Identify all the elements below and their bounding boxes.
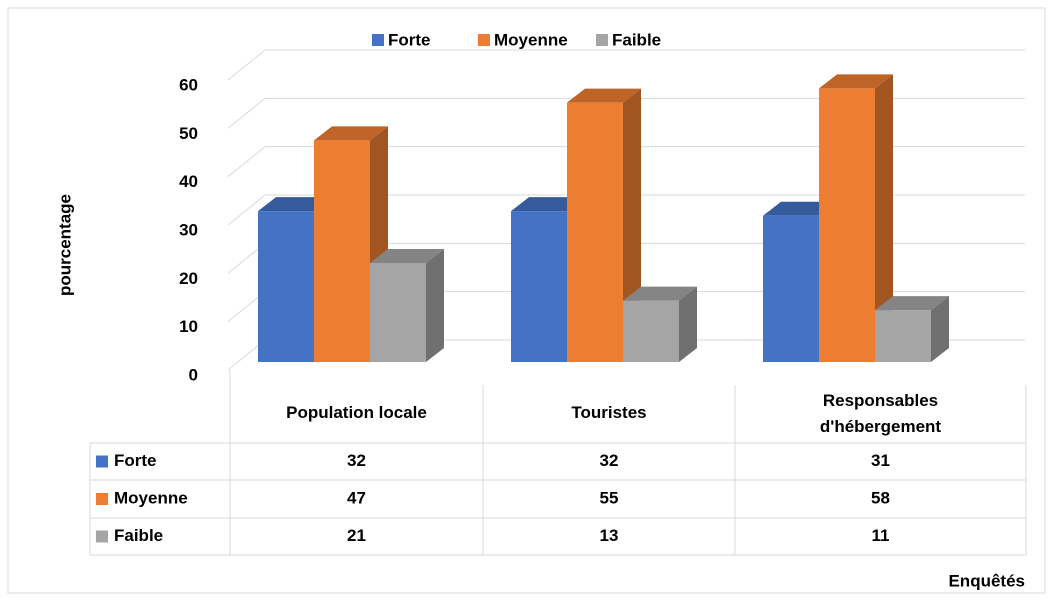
bar (875, 296, 949, 362)
bar-front (875, 310, 931, 362)
bar-front (819, 88, 875, 362)
bar-top (875, 296, 949, 311)
bar-front (370, 262, 426, 362)
table-value: 31 (871, 451, 890, 470)
legend-swatch (478, 34, 490, 46)
legend-label: Moyenne (494, 30, 568, 49)
x-axis-title: Enquêtés (948, 571, 1025, 590)
bar-front (258, 211, 314, 362)
grid-line (227, 146, 1025, 178)
row-header: Forte (114, 451, 157, 470)
y-tick-label: 50 (179, 124, 198, 143)
bar-front (623, 300, 679, 362)
row-header: Moyenne (114, 488, 188, 507)
bar (567, 88, 641, 362)
table-value: 11 (872, 526, 890, 545)
chart-border (7, 7, 1046, 594)
table-value: 21 (347, 526, 366, 545)
table-value: 55 (600, 488, 619, 507)
bar-top (623, 286, 697, 301)
x-tick-label: Responsables d'hébergement (819, 391, 942, 436)
bar (370, 248, 444, 362)
bar-top (258, 197, 332, 212)
legend-label: Faible (612, 30, 661, 49)
table-value: 58 (871, 488, 890, 507)
bar-front (314, 140, 370, 362)
y-tick-label: 20 (179, 269, 198, 288)
bar-side (426, 248, 444, 362)
bar-top (370, 248, 444, 263)
bar-top (511, 197, 585, 212)
legend-swatch (372, 34, 384, 46)
table-value: 13 (600, 526, 619, 545)
y-tick-label: 60 (179, 75, 198, 94)
bar-top (763, 201, 837, 216)
table-value: 32 (347, 451, 366, 470)
y-axis-title: pourcentage (55, 194, 74, 296)
table-value: 47 (347, 488, 366, 507)
legend-label: Forte (388, 30, 431, 49)
bar-front (567, 102, 623, 362)
legend-key (96, 530, 108, 543)
legend-swatch (596, 34, 608, 46)
bar-side (679, 286, 697, 362)
bar (819, 74, 893, 362)
legend-key (96, 455, 108, 468)
bar (623, 286, 697, 362)
bar-top (314, 126, 388, 141)
bar-top (567, 88, 641, 103)
legend-key (96, 493, 108, 505)
bar-top (819, 74, 893, 89)
y-tick-label: 0 (189, 365, 198, 384)
grid-line (227, 97, 1025, 129)
table-value: 32 (600, 451, 619, 470)
grid-line (227, 49, 1025, 81)
bar-front (763, 215, 819, 362)
row-header: Faible (114, 526, 163, 545)
grid-line (227, 194, 1025, 226)
bar-side (875, 74, 893, 362)
x-tick-label: Population locale (286, 403, 427, 422)
bar-side (931, 296, 949, 362)
y-tick-label: 10 (179, 317, 198, 336)
y-tick-label: 40 (179, 172, 198, 191)
x-tick-label: Touristes (571, 403, 647, 422)
bar-front (511, 211, 567, 362)
y-tick-label: 30 (179, 220, 198, 239)
